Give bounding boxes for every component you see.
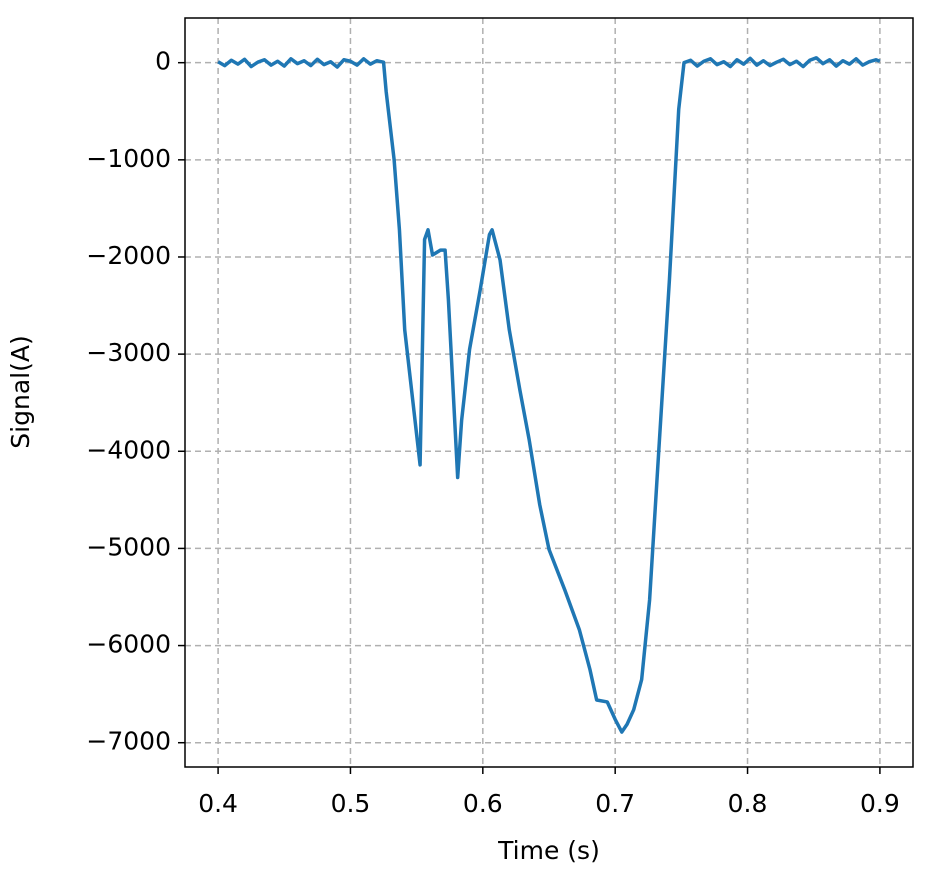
x-tick-label: 0.7 xyxy=(595,789,635,818)
y-axis-label: Signal(A) xyxy=(6,335,35,448)
x-tick-label: 0.5 xyxy=(331,789,371,818)
y-tick-label: −6000 xyxy=(86,630,171,659)
x-axis-label: Time (s) xyxy=(497,836,600,865)
y-tick-label: −3000 xyxy=(86,338,171,367)
x-tick-label: 0.6 xyxy=(463,789,503,818)
y-tick-label: 0 xyxy=(155,47,171,76)
y-tick-label: −7000 xyxy=(86,727,171,756)
y-tick-label: −1000 xyxy=(86,144,171,173)
x-tick-label: 0.8 xyxy=(728,789,768,818)
x-tick-label: 0.9 xyxy=(860,789,900,818)
y-tick-label: −4000 xyxy=(86,435,171,464)
y-tick-label: −5000 xyxy=(86,532,171,561)
plot-frame xyxy=(184,17,914,768)
data-line xyxy=(217,56,881,734)
x-tick-label: 0.4 xyxy=(198,789,238,818)
y-tick-label: −2000 xyxy=(86,241,171,270)
